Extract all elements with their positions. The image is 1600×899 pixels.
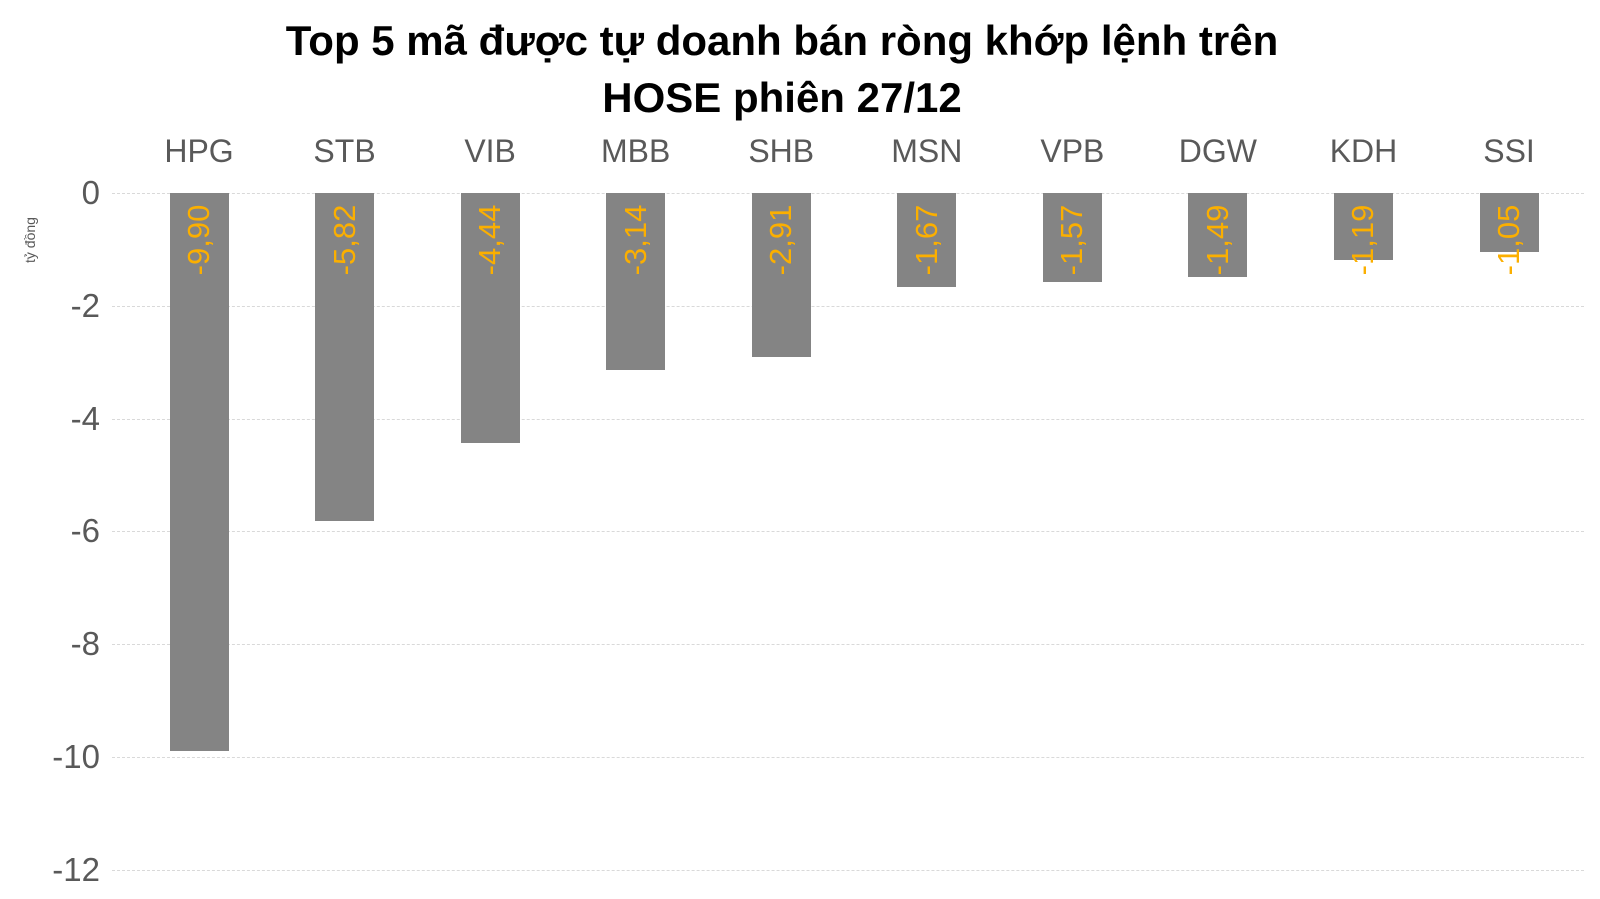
category-label-MSN: MSN	[891, 133, 963, 169]
bar-VPB	[1042, 193, 1102, 282]
bar-MBB	[606, 193, 666, 371]
category-label-STB: STB	[313, 133, 376, 169]
chart-title-line-2: HOSE phiên 27/12	[602, 74, 962, 121]
category-label-DGW: DGW	[1178, 133, 1257, 169]
category-label-SSI: SSI	[1483, 133, 1535, 169]
y-tick-label: -4	[70, 399, 100, 437]
gridline-y--12	[112, 869, 1584, 871]
bar-value-label-KDH: -1,19	[1345, 204, 1381, 276]
gridline-y--10	[112, 757, 1584, 758]
bar-HPG	[169, 193, 229, 752]
gridline-y--2	[112, 305, 1584, 307]
category-label-HPG: HPG	[164, 133, 234, 169]
bar-MSN	[897, 193, 957, 288]
bar-value-label-VIB: -4,44	[472, 204, 508, 276]
gridline-y--6	[112, 531, 1584, 533]
bar-value-label-HPG: -9,90	[181, 204, 216, 276]
bar-value-label-STB: -5,82	[326, 204, 362, 276]
gridline-y--8	[112, 644, 1584, 646]
gridline-y-0	[112, 193, 1584, 194]
gridline-y--4	[112, 418, 1584, 420]
y-tick-label: -12	[52, 850, 100, 888]
bar-value-label-MBB: -3,14	[617, 204, 653, 276]
category-label-VPB: VPB	[1040, 133, 1105, 169]
bar-SSI	[1479, 193, 1539, 253]
category-label-SHB: SHB	[748, 133, 815, 169]
chart-title-line-1: Top 5 mã được tự doanh bán ròng khớp lện…	[285, 17, 1279, 64]
bar-STB	[315, 193, 375, 522]
category-label-KDH: KDH	[1329, 133, 1398, 169]
y-tick-label: -10	[52, 738, 100, 775]
bar-SHB	[751, 193, 811, 358]
bar-value-label-DGW: -1,49	[1199, 204, 1235, 276]
chart-title: Top 5 mã được tự doanh bán ròng khớp lện…	[0, 12, 1564, 126]
bar-KDH	[1333, 193, 1393, 261]
bar-value-label-MSN: -1,67	[908, 204, 944, 276]
bar-VIB	[460, 193, 520, 444]
y-tick-label: -2	[70, 286, 100, 324]
y-tick-label: 0	[81, 174, 100, 211]
y-tick-label: -6	[70, 512, 100, 550]
bar-value-label-VPB: -1,57	[1054, 204, 1090, 276]
category-label-MBB: MBB	[601, 133, 671, 169]
bar-value-label-SHB: -2,91	[763, 204, 799, 276]
y-tick-label: -8	[70, 625, 100, 663]
bar-value-label-SSI: -1,05	[1491, 204, 1527, 276]
bar-DGW	[1188, 193, 1248, 278]
category-label-VIB: VIB	[464, 133, 516, 169]
